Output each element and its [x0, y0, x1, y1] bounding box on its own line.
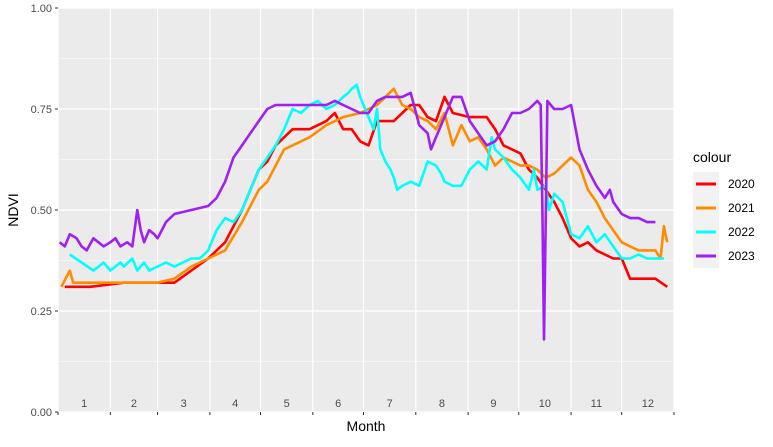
- month-label: 4: [232, 398, 238, 410]
- month-label: 11: [591, 398, 602, 410]
- month-label: 7: [387, 398, 393, 410]
- month-label: 10: [539, 398, 551, 410]
- y-tick-label: 1.00: [31, 3, 52, 15]
- y-tick-label: 0.50: [31, 205, 52, 217]
- series-line-2022: [69, 83, 664, 272]
- month-label: 9: [490, 398, 496, 410]
- series-line-2023: [58, 91, 656, 341]
- month-label: 2: [131, 398, 137, 410]
- legend-label-2022: 2022: [728, 225, 755, 239]
- legend-label-2023: 2023: [728, 249, 755, 263]
- x-axis-title: Month: [347, 418, 386, 434]
- month-label: 8: [439, 398, 445, 410]
- y-tick-label: 0.25: [31, 306, 52, 318]
- month-label: 6: [335, 398, 341, 410]
- month-label: 12: [642, 398, 654, 410]
- month-label: 5: [284, 398, 290, 410]
- month-label: 1: [81, 398, 87, 410]
- y-tick-label: 0.00: [31, 407, 52, 419]
- series-line-2021: [60, 87, 669, 288]
- legend-title: colour: [693, 149, 731, 165]
- y-axis-title: NDVI: [5, 193, 21, 226]
- legend-label-2021: 2021: [728, 201, 755, 215]
- legend-label-2020: 2020: [728, 177, 755, 191]
- month-label: 3: [181, 398, 187, 410]
- y-tick-label: 0.75: [31, 104, 52, 116]
